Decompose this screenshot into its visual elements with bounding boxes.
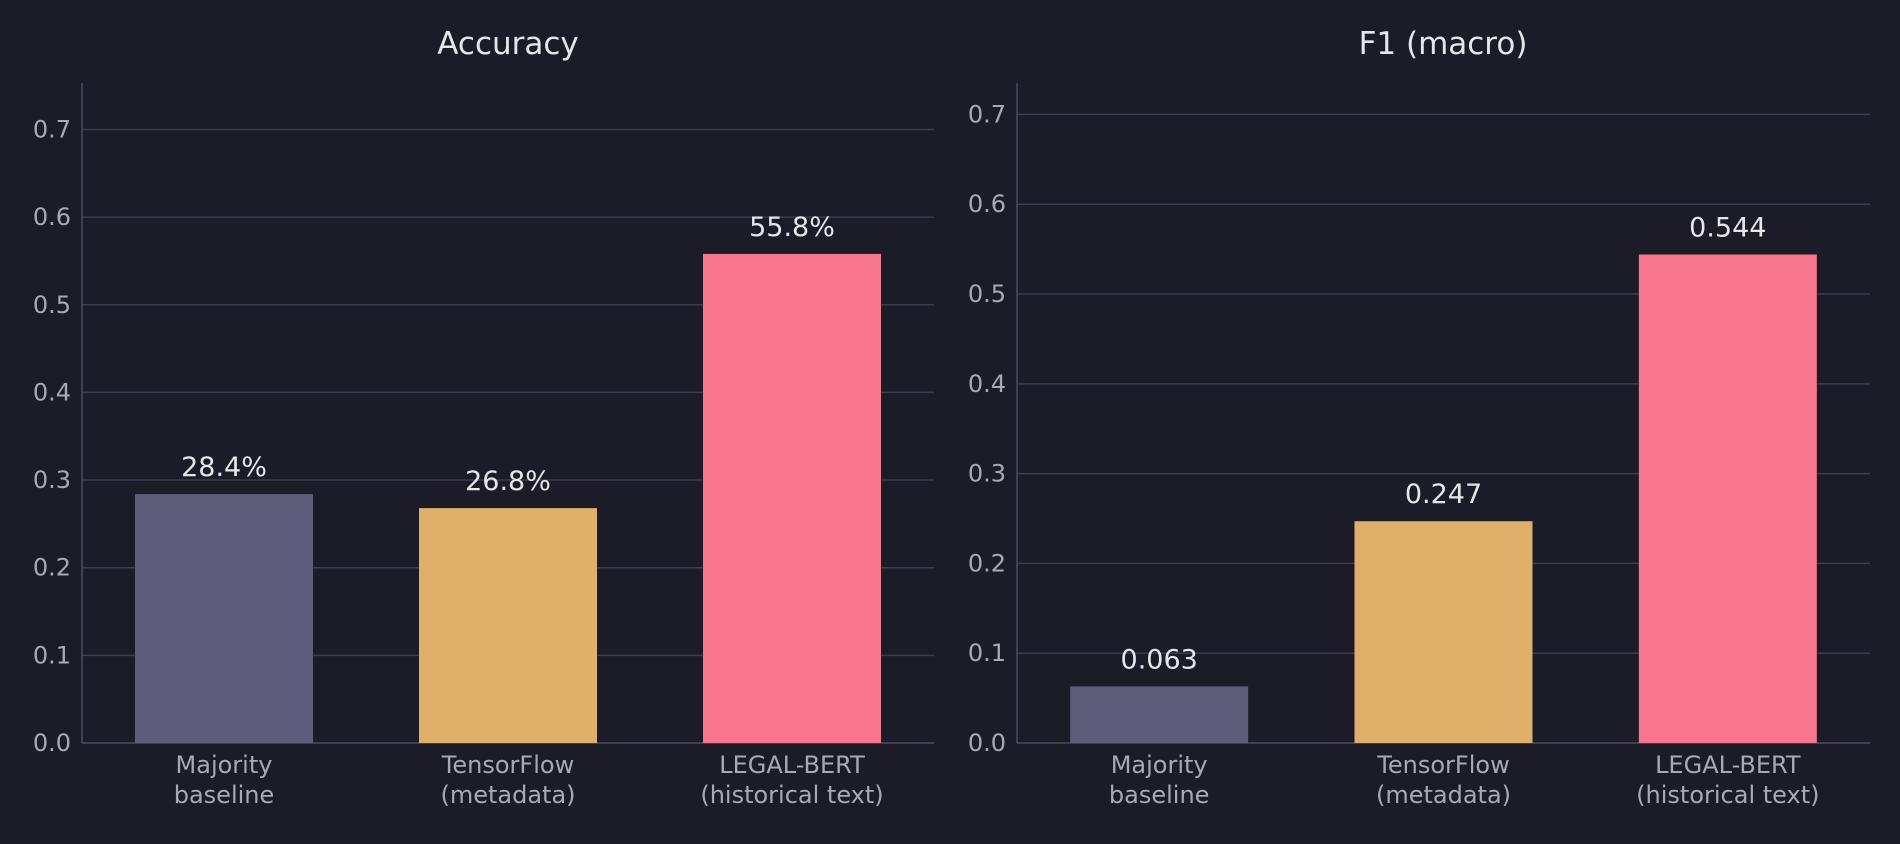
y-tick-label: 0.7 <box>33 115 71 143</box>
y-tick-label: 0.3 <box>968 460 1006 488</box>
category-label: (metadata) <box>1376 781 1511 809</box>
y-tick-label: 0.1 <box>33 641 71 669</box>
chart-title: Accuracy <box>437 26 579 62</box>
y-tick-label: 0.4 <box>968 370 1006 398</box>
y-tick-label: 0.1 <box>968 639 1006 667</box>
category-label: TensorFlow <box>441 751 574 779</box>
bar <box>419 508 597 743</box>
bar-value-label: 0.544 <box>1689 213 1766 244</box>
bar <box>1638 254 1817 744</box>
y-tick-label: 0.0 <box>33 729 71 757</box>
y-tick-label: 0.2 <box>33 554 71 582</box>
bar-value-label: 0.063 <box>1121 644 1198 675</box>
bar <box>1070 686 1249 743</box>
f1-macro-chart: F1 (macro) 0.0 0.1 0.2 0.3 0.4 0.5 0.6 0.7 0.063 M… <box>968 26 1870 809</box>
category-label: baseline <box>1109 781 1210 809</box>
y-tick-label: 0.6 <box>968 190 1006 218</box>
y-tick-label: 0.0 <box>968 729 1006 757</box>
bar <box>703 253 881 744</box>
category-label: Majority <box>1111 751 1208 779</box>
category-label: (historical text) <box>700 781 883 809</box>
bar-value-label: 0.247 <box>1405 479 1482 510</box>
y-tick-label: 0.4 <box>33 378 71 406</box>
category-label: baseline <box>174 781 275 809</box>
y-tick-label: 0.3 <box>33 466 71 494</box>
y-tick-label: 0.5 <box>968 280 1006 308</box>
y-tick-label: 0.2 <box>968 549 1006 577</box>
bar <box>135 494 313 743</box>
accuracy-chart: Accuracy 0.0 0.1 0.2 0.3 0.4 0.5 0.6 0.7 28.4% Maj… <box>33 26 934 809</box>
y-tick-label: 0.5 <box>33 291 71 319</box>
category-label: TensorFlow <box>1376 751 1509 779</box>
bar-value-label: 28.4% <box>181 452 267 483</box>
category-label: LEGAL-BERT <box>719 751 865 779</box>
y-tick-label: 0.7 <box>968 100 1006 128</box>
category-label: (metadata) <box>440 781 575 809</box>
bar-value-label: 26.8% <box>465 466 551 497</box>
category-label: Majority <box>176 751 273 779</box>
category-label: LEGAL-BERT <box>1655 751 1801 779</box>
y-tick-label: 0.6 <box>33 203 71 231</box>
bar <box>1354 521 1533 743</box>
bar-value-label: 55.8% <box>749 212 835 243</box>
category-label: (historical text) <box>1636 781 1819 809</box>
chart-title: F1 (macro) <box>1359 26 1528 62</box>
